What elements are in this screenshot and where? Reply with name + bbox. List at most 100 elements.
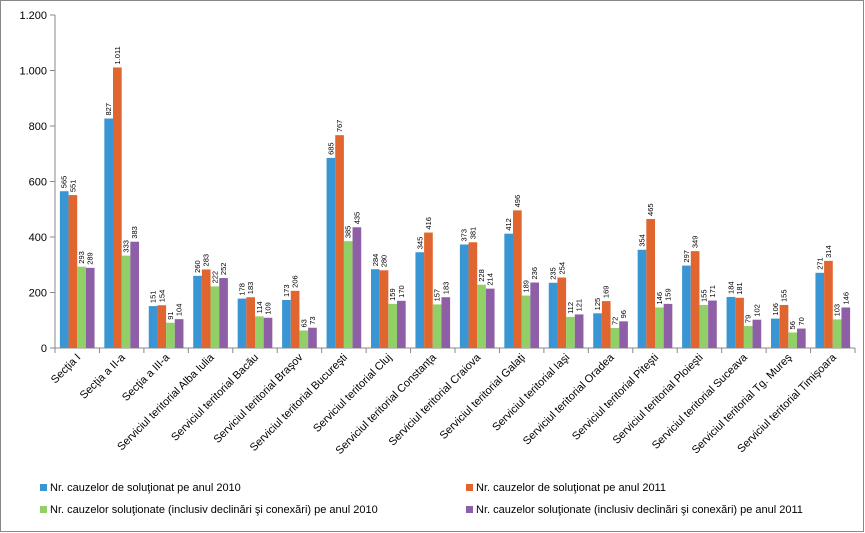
- bar: [219, 278, 228, 348]
- data-label: 104: [175, 304, 184, 317]
- data-label: 416: [424, 217, 433, 230]
- data-label: 235: [549, 267, 558, 280]
- legend-label: Nr. cauzelor soluţionate (inclusiv decli…: [476, 504, 803, 516]
- bar: [335, 135, 344, 348]
- y-tick-label: 200: [29, 288, 47, 300]
- bar: [326, 157, 336, 348]
- y-tick-label: 600: [29, 177, 47, 189]
- data-label: 373: [460, 229, 469, 242]
- data-label: 155: [699, 289, 708, 302]
- y-tick-label: 400: [29, 232, 47, 244]
- data-label: 183: [441, 282, 450, 295]
- bar: [201, 269, 211, 348]
- data-label: 280: [380, 255, 389, 268]
- bar: [593, 313, 602, 348]
- data-label: 121: [575, 299, 584, 312]
- data-label: 565: [60, 176, 69, 189]
- data-label: 154: [157, 290, 166, 303]
- bar: [771, 318, 780, 348]
- bar: [619, 321, 628, 348]
- y-tick-label: 800: [29, 121, 47, 133]
- data-label: 56: [788, 321, 797, 329]
- bar: [832, 319, 842, 348]
- data-label: 155: [780, 289, 789, 302]
- bar: [815, 272, 825, 348]
- data-label: 206: [291, 275, 300, 288]
- bar: [557, 277, 567, 348]
- bar: [424, 232, 433, 348]
- bar: [521, 295, 531, 348]
- bar: [290, 290, 300, 348]
- bar: [68, 195, 78, 348]
- data-label: 103: [833, 304, 842, 317]
- bar: [726, 296, 736, 348]
- data-label: 284: [371, 254, 380, 267]
- data-label: 214: [486, 273, 495, 286]
- data-label: 283: [202, 254, 211, 267]
- bar: [166, 322, 175, 348]
- data-label: 383: [130, 226, 139, 239]
- data-label: 236: [530, 267, 539, 280]
- legend-swatch: [466, 506, 473, 513]
- bar: [459, 244, 469, 348]
- bar: [574, 314, 584, 348]
- data-label: 106: [771, 303, 780, 316]
- bar: [779, 304, 789, 348]
- bar: [485, 288, 495, 348]
- bar: [388, 303, 397, 348]
- bar: [646, 218, 655, 348]
- data-label: 146: [655, 292, 664, 305]
- data-label: 112: [566, 302, 575, 314]
- bar: [343, 241, 353, 348]
- data-label: 73: [308, 316, 317, 324]
- bar: [255, 316, 264, 348]
- data-label: 125: [593, 298, 602, 311]
- bar: [210, 286, 220, 348]
- bar: [682, 265, 691, 348]
- data-label: 159: [664, 288, 673, 301]
- data-label: 289: [86, 252, 95, 265]
- data-label: 827: [104, 103, 113, 116]
- data-label: 170: [397, 285, 406, 298]
- bar: [193, 275, 202, 348]
- data-label: 63: [299, 319, 308, 327]
- bar: [788, 332, 797, 348]
- data-label: 102: [752, 304, 761, 317]
- data-label: 151: [149, 291, 158, 304]
- bar: [246, 297, 255, 348]
- data-label: 314: [824, 245, 833, 258]
- bar: [663, 303, 673, 348]
- bar: [415, 252, 425, 348]
- data-label: 114: [255, 301, 264, 313]
- bar: [237, 298, 247, 348]
- legend-label: Nr. cauzelor de soluţionat pe anul 2011: [476, 482, 666, 494]
- bar: [752, 319, 762, 348]
- bar: [397, 300, 406, 348]
- bar: [477, 284, 486, 348]
- data-label: 252: [219, 263, 228, 276]
- data-label: 184: [726, 281, 735, 294]
- data-label: 551: [68, 180, 77, 193]
- bar: [77, 266, 86, 348]
- bar: [566, 316, 575, 348]
- bar: [59, 191, 69, 348]
- data-label: 385: [344, 226, 353, 239]
- data-label: 465: [646, 203, 655, 216]
- data-label: 183: [246, 282, 255, 295]
- y-tick-label: 1.200: [19, 10, 47, 22]
- bar: [690, 251, 700, 348]
- bar: [637, 249, 647, 348]
- y-tick-label: 1.000: [19, 66, 47, 78]
- bar: [308, 327, 317, 348]
- bar: [299, 330, 309, 348]
- bar: [841, 307, 851, 348]
- data-label: 333: [122, 240, 131, 253]
- data-label: 79: [744, 315, 753, 323]
- data-label: 91: [166, 311, 175, 319]
- legend-swatch: [40, 484, 47, 491]
- data-label: 254: [557, 262, 566, 275]
- bar: [743, 326, 753, 348]
- data-label: 435: [352, 212, 361, 225]
- bar: [601, 301, 611, 348]
